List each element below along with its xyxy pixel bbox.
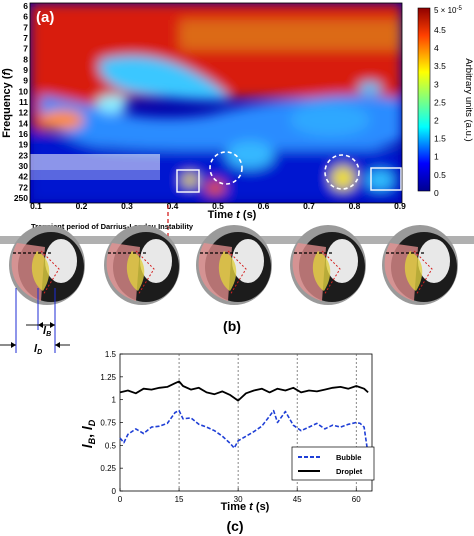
frequency-tick-label: 9 (23, 65, 28, 75)
frequency-tick-label: 42 (19, 172, 29, 182)
spectrogram (30, 3, 402, 203)
chart-y-tick-label: 1.5 (105, 350, 117, 359)
frequency-tick-label: 7 (23, 44, 28, 54)
frequency-tick-label: 11 (19, 97, 28, 107)
time-tick-label: 0.6 (258, 201, 270, 211)
colorbar-tick-label: 0 (434, 188, 439, 198)
time-tick-label: 0.9 (394, 201, 406, 211)
frequency-axis-label: Frequency (f) (1, 68, 13, 138)
frequency-tick-label: 8 (23, 54, 28, 64)
colorbar-title: Arbitrary units (a.u.) (463, 58, 474, 141)
chart-y-tick-label: 0.5 (105, 441, 117, 450)
snapshot-frame (196, 225, 272, 305)
snapshot-frame (382, 225, 458, 305)
time-tick-label: 0.7 (303, 201, 315, 211)
chart-plot: 0 0.25 0.5 0.75 1 1.25 1.5 0 15 30 45 60 (100, 350, 373, 504)
time-tick-label: 0.5 (212, 201, 224, 211)
chart-x-tick-label: 30 (234, 495, 243, 504)
snapshot-frame (290, 225, 366, 305)
time-tick-label: 0.4 (167, 201, 179, 211)
panel-b-label: (b) (223, 318, 241, 334)
series-line-droplet (119, 380, 369, 402)
frequency-tick-label: 23 (19, 150, 29, 160)
chart-x-tick-label: 60 (352, 495, 361, 504)
panel-b: lB lD (b) (0, 225, 474, 356)
frequency-tick-label: 7 (23, 22, 28, 32)
chart-x-tick-label: 15 (175, 495, 184, 504)
frequency-tick-label: 16 (19, 129, 29, 139)
lb-label: lB (43, 325, 51, 338)
frequency-tick-label: 12 (19, 108, 29, 118)
colorbar-tick-label: 2.5 (434, 97, 446, 107)
chart-legend: Bubble Droplet (291, 446, 375, 481)
panel-c-label: (c) (226, 518, 243, 534)
ld-label: lD (34, 343, 42, 356)
colorbar-tick-label: 1 (434, 152, 439, 162)
panel-c: 0 0.25 0.5 0.75 1 1.25 1.5 0 15 30 45 60 lB, lD Tim… (79, 350, 375, 534)
frequency-tick-label: 30 (19, 161, 29, 171)
white-box-marker (370, 167, 402, 191)
series-line-bubble (119, 409, 369, 455)
panel-a-label: (a) (36, 9, 54, 26)
colorbar-tick-label: 3 (434, 79, 439, 89)
legend-bubble-label: Bubble (336, 453, 361, 462)
chart-y-tick-label: 0.75 (100, 419, 116, 428)
chart-y-tick-label: 1 (112, 396, 117, 405)
frequency-tick-label: 10 (19, 86, 29, 96)
time-tick-label: 0.2 (76, 201, 88, 211)
colorbar-tick-label: 1.5 (434, 134, 446, 144)
chart-y-axis-label: lB, lD (79, 419, 97, 448)
frequency-tick-label: 7 (23, 33, 28, 43)
colorbar-tick-label: 4 (434, 43, 439, 53)
colorbar: 5 × 10-5 4.5 4 3.5 3 2.5 2 1.5 1 0.5 0 Arbitrary … (417, 6, 474, 198)
frequency-tick-label: 250 (14, 193, 28, 203)
dashed-circle-marker (324, 154, 360, 190)
white-box-marker (176, 169, 200, 193)
snapshot-frame (9, 225, 85, 305)
time-ticks: 0.1 0.2 0.3 0.4 0.5 0.6 0.7 0.8 0.9 (30, 201, 406, 211)
time-axis-label: Time t (s) (208, 209, 257, 221)
frequency-tick-label: 14 (19, 118, 29, 128)
dashed-circle-marker (209, 151, 243, 185)
transient-annotation: Transient period of Darrius-Landau Insta… (31, 222, 194, 231)
chart-x-axis-label: Time t (s) (221, 501, 270, 513)
frequency-tick-label: 9 (23, 76, 28, 86)
frequency-tick-label: 6 (23, 12, 28, 22)
frequency-tick-label: 6 (23, 1, 28, 11)
colorbar-tick-label: 4.5 (434, 25, 446, 35)
colorbar-tick-label: 0.5 (434, 170, 446, 180)
time-tick-label: 0.3 (121, 201, 133, 211)
time-tick-label: 0.1 (30, 201, 42, 211)
chart-y-tick-label: 0.25 (100, 464, 116, 473)
colorbar-ticks: 4.5 4 3.5 3 2.5 2 1.5 1 0.5 0 (434, 25, 446, 198)
snapshot-frame (104, 225, 180, 305)
time-tick-label: 0.8 (349, 201, 361, 211)
frequency-tick-label: 72 (19, 182, 29, 192)
colorbar-tick-label: 2 (434, 116, 439, 126)
chart-y-tick-label: 1.25 (100, 373, 116, 382)
chart-x-tick-label: 0 (118, 495, 123, 504)
colorbar-tick-label: 3.5 (434, 61, 446, 71)
chart-y-tick-label: 0 (112, 487, 117, 496)
colorbar-max-label: 5 × 10-5 (434, 6, 462, 15)
frequency-tick-label: 19 (19, 140, 29, 150)
legend-droplet-label: Droplet (336, 467, 363, 476)
chart-x-tick-label: 45 (293, 495, 302, 504)
